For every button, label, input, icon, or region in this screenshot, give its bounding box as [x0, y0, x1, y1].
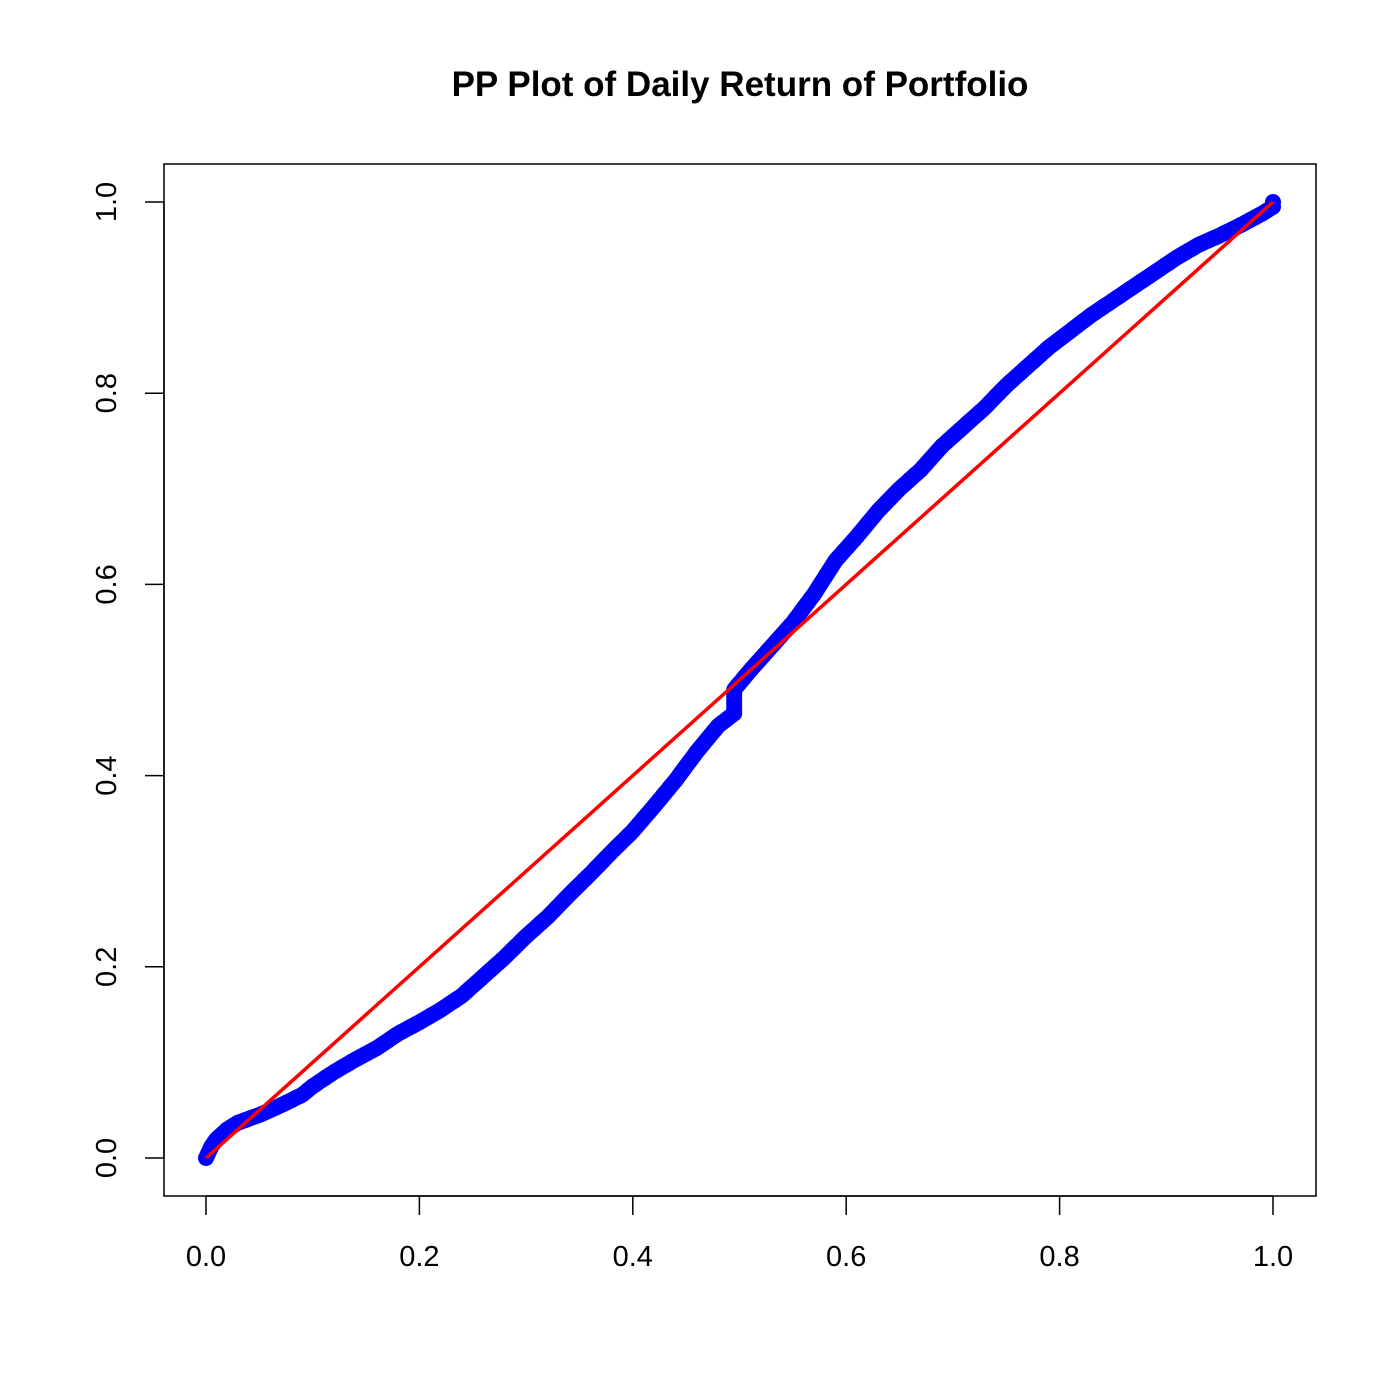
y-tick-label: 1.0 — [91, 182, 123, 222]
y-tick-label: 0.2 — [91, 947, 123, 987]
x-tick-label: 0.4 — [613, 1241, 653, 1273]
y-tick-label: 0.0 — [91, 1138, 123, 1178]
x-tick-label: 0.8 — [1039, 1241, 1079, 1273]
x-tick-label: 1.0 — [1253, 1241, 1293, 1273]
reference-line-layer — [204, 200, 1275, 1160]
reference-line — [204, 200, 1275, 1160]
y-axis: 0.0 0.2 0.4 0.6 0.8 1.0 — [91, 182, 165, 1178]
x-tick-label: 0.0 — [186, 1241, 226, 1273]
x-axis: 0.0 0.2 0.4 0.6 0.8 1.0 — [186, 1195, 1293, 1273]
y-tick-label: 0.4 — [91, 755, 123, 795]
chart-title: PP Plot of Daily Return of Portfolio — [452, 65, 1029, 104]
x-tick-label: 0.2 — [399, 1241, 439, 1273]
y-tick-label: 0.8 — [91, 373, 123, 413]
y-tick-label: 0.6 — [91, 564, 123, 604]
x-tick-label: 0.6 — [826, 1241, 866, 1273]
